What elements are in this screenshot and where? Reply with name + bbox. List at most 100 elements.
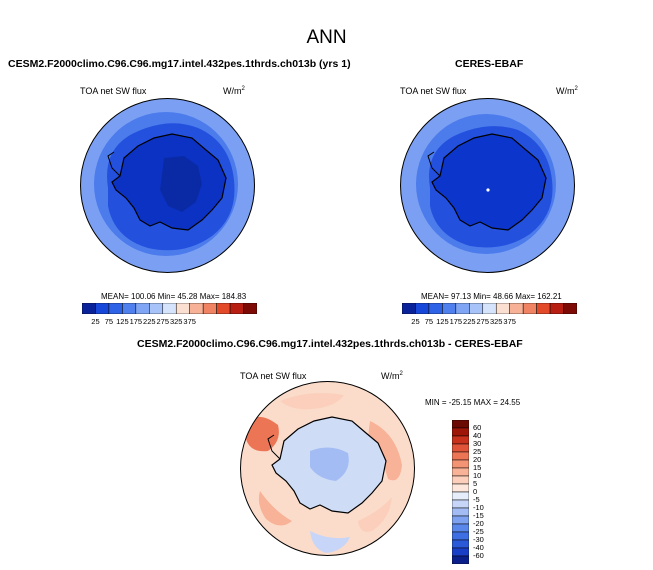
colorbar-tick-label: -10 — [473, 503, 484, 512]
diff-negative-patch — [310, 447, 349, 481]
colorbar-swatch — [455, 303, 470, 314]
colorbar-swatch — [452, 467, 469, 477]
colorbar-swatch — [563, 303, 577, 314]
colorbar-swatch — [452, 459, 469, 469]
panel-1-variable-label: TOA net SW flux — [80, 86, 147, 96]
colorbar-swatch — [229, 303, 244, 314]
colorbar-swatch — [175, 303, 190, 314]
colorbar-swatch — [162, 303, 177, 314]
colorbar-swatch — [202, 303, 217, 314]
colorbar-tick-label: 225 — [143, 317, 156, 326]
colorbar-tick-label: -30 — [473, 535, 484, 544]
colorbar-tick-label: 175 — [129, 317, 143, 326]
panel-1-peninsula — [107, 151, 121, 177]
colorbar-swatch — [482, 303, 497, 314]
panel-2-colorbar — [402, 303, 577, 314]
colorbar-swatch — [243, 303, 257, 314]
diff-polar-map — [240, 381, 415, 556]
colorbar-tick-label: 10 — [473, 471, 482, 480]
colorbar-swatch — [452, 435, 469, 445]
panel-2-antarctica — [431, 133, 547, 231]
colorbar-tick-label: 275 — [156, 317, 170, 326]
panel-1-plateau — [160, 156, 202, 212]
colorbar-swatch — [509, 303, 524, 314]
panel-2-pole-marker — [486, 188, 490, 192]
colorbar-swatch — [522, 303, 537, 314]
colorbar-tick-label: 25 — [473, 447, 482, 456]
colorbar-swatch — [452, 427, 469, 437]
colorbar-swatch — [415, 303, 430, 314]
colorbar-swatch — [122, 303, 137, 314]
diff-variable-label: TOA net SW flux — [240, 371, 307, 381]
main-title: ANN — [306, 27, 347, 48]
panel-1-polar-map — [80, 98, 255, 273]
diff-colorbar-labels: 60 40 30 25 20 15 10 5 0 -5 -10 -15 -20 -25 -30 -40 -60 — [473, 420, 503, 564]
colorbar-tick-label: 225 — [463, 317, 476, 326]
colorbar-tick-label: -5 — [473, 495, 480, 504]
colorbar-swatch — [442, 303, 457, 314]
colorbar-swatch — [452, 547, 469, 557]
panel-2-units: W/m2 — [556, 86, 578, 96]
colorbar-swatch — [452, 523, 469, 533]
colorbar-swatch — [452, 531, 469, 541]
panel-1-units: W/m2 — [223, 86, 245, 96]
colorbar-tick-label: 325 — [169, 317, 183, 326]
colorbar-tick-label: -25 — [473, 527, 484, 536]
panel-2-case-title: CERES-EBAF — [455, 58, 524, 70]
diff-case-title: CESM2.F2000climo.C96.C96.mg17.intel.432p… — [137, 338, 523, 350]
panel-1-stats: MEAN= 100.06 Min= 45.28 Max= 184.83 — [101, 292, 247, 301]
diff-positive-patch — [358, 497, 392, 532]
colorbar-tick-label: 125 — [436, 317, 449, 326]
diff-colorbar — [452, 420, 469, 564]
colorbar-tick-label: 275 — [476, 317, 490, 326]
colorbar-tick-label: 75 — [424, 317, 434, 326]
colorbar-tick-label: 40 — [473, 431, 482, 440]
colorbar-tick-label: 20 — [473, 455, 482, 464]
diff-units: W/m2 — [381, 371, 403, 381]
colorbar-tick-label: 25 — [411, 317, 420, 326]
colorbar-swatch — [495, 303, 510, 314]
colorbar-tick-label: 175 — [449, 317, 463, 326]
colorbar-swatch — [149, 303, 164, 314]
colorbar-swatch — [402, 303, 416, 314]
colorbar-tick-label: 25 — [91, 317, 100, 326]
diff-peninsula — [267, 434, 281, 460]
colorbar-swatch — [428, 303, 443, 314]
diff-positive-patch — [280, 393, 344, 410]
diff-positive-patch — [246, 416, 279, 452]
colorbar-swatch — [469, 303, 484, 314]
panel-2-variable-label: TOA net SW flux — [400, 86, 467, 96]
colorbar-swatch — [452, 483, 469, 493]
colorbar-tick-label: 0 — [473, 487, 478, 496]
diff-positive-patch — [368, 421, 402, 481]
colorbar-swatch — [452, 443, 469, 453]
colorbar-tick-label: -40 — [473, 543, 484, 552]
diff-negative-patch — [310, 531, 350, 553]
colorbar-swatch — [108, 303, 123, 314]
colorbar-swatch — [452, 475, 469, 485]
colorbar-tick-label: -60 — [473, 551, 484, 560]
panel-1-colorbar-labels: 25 75 125 175 225 275 325 375 — [82, 317, 257, 328]
colorbar-swatch — [452, 507, 469, 517]
colorbar-swatch — [452, 451, 469, 461]
colorbar-tick-label: -20 — [473, 519, 484, 528]
colorbar-swatch — [216, 303, 231, 314]
colorbar-tick-label: 375 — [503, 317, 516, 326]
colorbar-tick-label: 15 — [473, 463, 482, 472]
colorbar-tick-label: 5 — [473, 479, 478, 488]
panel-1-case-title: CESM2.F2000climo.C96.C96.mg17.intel.432p… — [8, 58, 351, 70]
colorbar-swatch — [82, 303, 96, 314]
colorbar-tick-label: 325 — [489, 317, 503, 326]
colorbar-tick-label: 30 — [473, 439, 482, 448]
colorbar-swatch — [189, 303, 204, 314]
panel-2-peninsula — [427, 151, 441, 177]
colorbar-tick-label: 125 — [116, 317, 129, 326]
colorbar-swatch — [536, 303, 551, 314]
colorbar-swatch — [95, 303, 110, 314]
colorbar-swatch — [452, 515, 469, 525]
colorbar-swatch — [135, 303, 150, 314]
panel-2-polar-map — [400, 98, 575, 273]
colorbar-swatch — [452, 555, 469, 564]
panel-2-colorbar-labels: 25 75 125 175 225 275 325 375 — [402, 317, 577, 328]
colorbar-swatch — [452, 539, 469, 549]
